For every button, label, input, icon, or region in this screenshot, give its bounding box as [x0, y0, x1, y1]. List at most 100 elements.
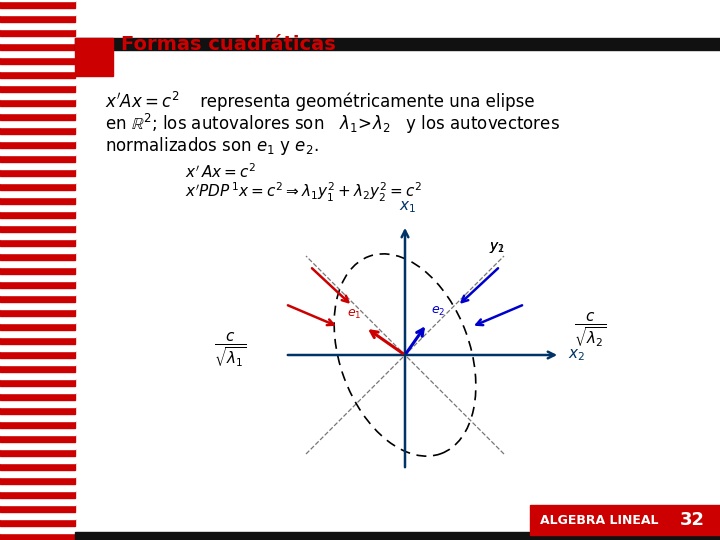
- Bar: [0, 281, 75, 288]
- Text: 32: 32: [680, 511, 705, 529]
- Text: $\dfrac{c}{\sqrt{\lambda_1}}$: $\dfrac{c}{\sqrt{\lambda_1}}$: [214, 331, 246, 369]
- Bar: [0, 8, 75, 15]
- Bar: [0, 57, 75, 64]
- Bar: [0, 316, 75, 323]
- Bar: [0, 50, 75, 57]
- Bar: [0, 246, 75, 253]
- Bar: [0, 169, 75, 176]
- Bar: [0, 330, 75, 337]
- Bar: [0, 85, 75, 92]
- Bar: [0, 386, 75, 393]
- Bar: [0, 99, 75, 106]
- Bar: [0, 29, 75, 36]
- Bar: [0, 141, 75, 148]
- Bar: [75, 532, 720, 540]
- Bar: [0, 0, 75, 1]
- Text: $x'Ax=c^{2}$: $x'Ax=c^{2}$: [105, 92, 179, 112]
- Bar: [0, 253, 75, 260]
- Text: representa geométricamente una elipse: representa geométricamente una elipse: [195, 93, 535, 111]
- Bar: [0, 120, 75, 127]
- Bar: [0, 197, 75, 204]
- Bar: [0, 477, 75, 484]
- Bar: [530, 505, 720, 535]
- Text: $e_1$: $e_1$: [347, 308, 361, 321]
- Bar: [0, 498, 75, 505]
- Text: $y_2$: $y_2$: [489, 240, 505, 255]
- Bar: [0, 239, 75, 246]
- Bar: [0, 526, 75, 533]
- Bar: [0, 512, 75, 519]
- Bar: [0, 260, 75, 267]
- Bar: [0, 106, 75, 113]
- Bar: [0, 442, 75, 449]
- Bar: [0, 435, 75, 442]
- Bar: [0, 407, 75, 414]
- Bar: [0, 267, 75, 274]
- Bar: [0, 421, 75, 428]
- Bar: [0, 127, 75, 134]
- Bar: [0, 365, 75, 372]
- Bar: [0, 113, 75, 120]
- Bar: [75, 38, 113, 76]
- Bar: [0, 533, 75, 540]
- Bar: [0, 288, 75, 295]
- Bar: [0, 309, 75, 316]
- Bar: [0, 148, 75, 155]
- Bar: [75, 0, 720, 540]
- Bar: [0, 71, 75, 78]
- Text: $e_2$: $e_2$: [431, 305, 445, 318]
- Bar: [0, 484, 75, 491]
- Bar: [0, 400, 75, 407]
- Bar: [0, 183, 75, 190]
- Bar: [0, 15, 75, 22]
- Bar: [0, 393, 75, 400]
- Bar: [0, 190, 75, 197]
- Text: $y_1$: $y_1$: [489, 240, 505, 255]
- Bar: [0, 36, 75, 43]
- Text: $\dfrac{c}{\sqrt{\lambda_2}}$: $\dfrac{c}{\sqrt{\lambda_2}}$: [574, 311, 606, 349]
- Bar: [0, 211, 75, 218]
- Bar: [0, 92, 75, 99]
- Text: normalizados son $e_1$ y $e_2.$: normalizados son $e_1$ y $e_2.$: [105, 135, 318, 157]
- Bar: [0, 351, 75, 358]
- Bar: [0, 372, 75, 379]
- Bar: [0, 218, 75, 225]
- Bar: [0, 22, 75, 29]
- Bar: [0, 414, 75, 421]
- Bar: [0, 78, 75, 85]
- Bar: [0, 491, 75, 498]
- Bar: [0, 204, 75, 211]
- Text: $x'\,Ax = c^{2}$: $x'\,Ax = c^{2}$: [185, 163, 256, 181]
- Bar: [0, 295, 75, 302]
- Bar: [75, 38, 720, 50]
- Bar: [0, 274, 75, 281]
- Bar: [0, 519, 75, 526]
- Text: en $\mathbb{R}^{2}$; los autovalores son   $\lambda _1\!>\!\lambda _2$   y los a: en $\mathbb{R}^{2}$; los autovalores son…: [105, 112, 560, 136]
- Bar: [0, 463, 75, 470]
- Text: Formas cuadráticas: Formas cuadráticas: [121, 35, 336, 53]
- Text: $x_2$: $x_2$: [568, 347, 585, 363]
- Text: ALGEBRA LINEAL: ALGEBRA LINEAL: [540, 514, 659, 526]
- Bar: [0, 344, 75, 351]
- Bar: [0, 323, 75, 330]
- Bar: [0, 162, 75, 169]
- Bar: [0, 155, 75, 162]
- Bar: [0, 176, 75, 183]
- Text: $x'PDP^{\,1}x = c^{2} \Rightarrow \lambda_1 y_1^2 + \lambda_2 y_2^2 = c^{2}$: $x'PDP^{\,1}x = c^{2} \Rightarrow \lambd…: [185, 180, 423, 204]
- Text: $x_1$: $x_1$: [400, 199, 417, 215]
- Bar: [0, 428, 75, 435]
- Bar: [0, 449, 75, 456]
- Bar: [0, 505, 75, 512]
- Bar: [0, 302, 75, 309]
- Bar: [0, 64, 75, 71]
- Bar: [0, 470, 75, 477]
- Bar: [0, 358, 75, 365]
- Bar: [0, 1, 75, 8]
- Bar: [0, 379, 75, 386]
- Bar: [0, 225, 75, 232]
- Bar: [0, 456, 75, 463]
- Bar: [0, 337, 75, 344]
- Bar: [0, 43, 75, 50]
- Bar: [0, 134, 75, 141]
- Bar: [0, 232, 75, 239]
